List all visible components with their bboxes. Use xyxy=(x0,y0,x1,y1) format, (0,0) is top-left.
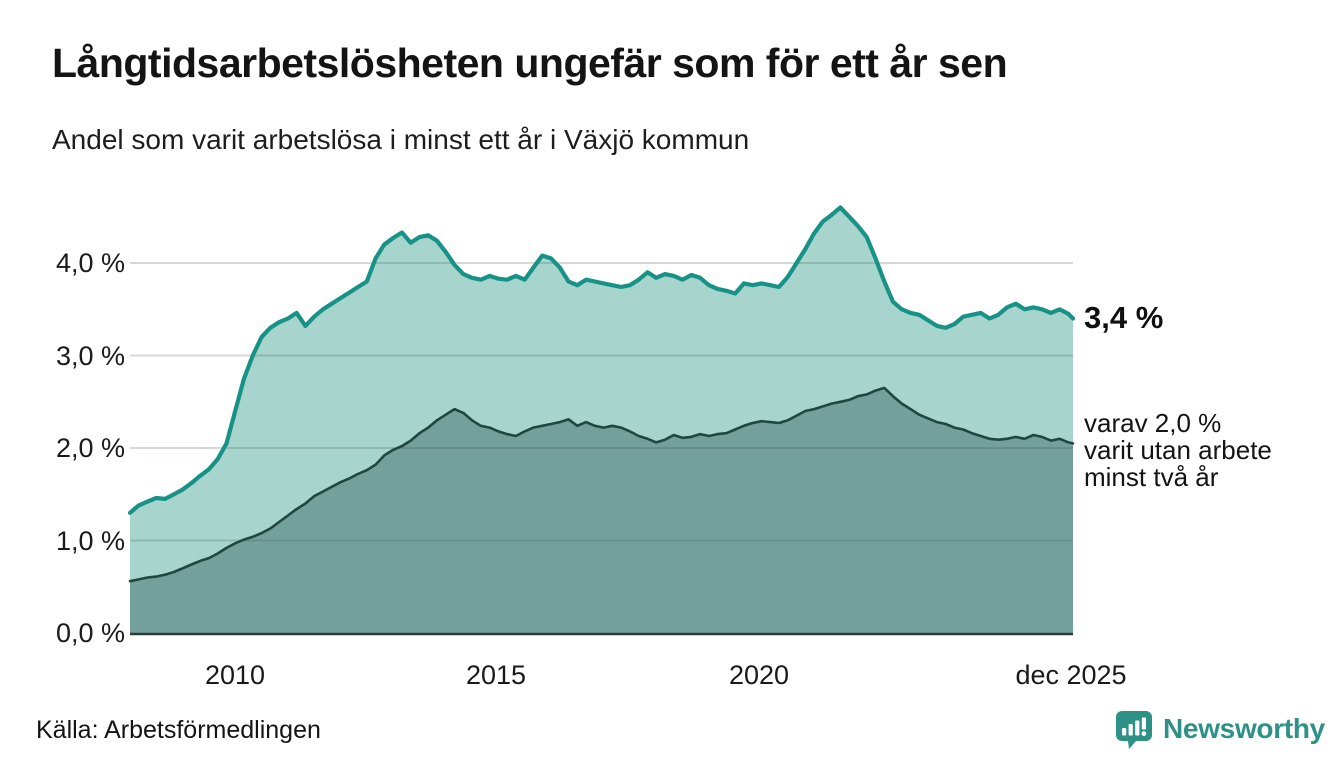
y-axis-tick: 1,0 % xyxy=(55,526,125,556)
brand-name: Newsworthy xyxy=(1163,713,1325,744)
series-1plus-year-line xyxy=(127,205,1076,515)
y-axis-tick: 4,0 % xyxy=(55,248,125,278)
source-note: Källa: Arbetsförmedlingen xyxy=(36,716,321,744)
bar-chart-speech-bubble-icon xyxy=(1116,711,1152,749)
x-axis-tick: 2010 xyxy=(204,660,266,690)
series-2plus-year-area xyxy=(130,387,1073,633)
secondary-value-line: minst två år xyxy=(1084,462,1219,492)
x-axis-tick: 2015 xyxy=(465,660,527,690)
x-axis-tick: dec 2025 xyxy=(1015,660,1127,690)
secondary-value-line: varav 2,0 % xyxy=(1084,408,1222,438)
latest-value-label: 3,4 % xyxy=(1084,299,1164,335)
page-title: Långtidsarbetslösheten ungefär som för e… xyxy=(52,40,1008,86)
brand-logo: Newsworthy xyxy=(1112,708,1325,750)
y-axis-tick: 2,0 % xyxy=(55,433,125,463)
x-axis-tick: 2020 xyxy=(728,660,790,690)
series-2plus-year-line xyxy=(128,386,1075,583)
y-axis-tick: 3,0 % xyxy=(55,341,125,371)
chart-subtitle: Andel som varit arbetslösa i minst ett å… xyxy=(52,124,750,155)
secondary-value-label: varav 2,0 % varit utan arbete minst två … xyxy=(1084,410,1272,491)
secondary-value-line: varit utan arbete xyxy=(1084,435,1272,465)
y-axis-tick: 0,0 % xyxy=(55,618,125,648)
